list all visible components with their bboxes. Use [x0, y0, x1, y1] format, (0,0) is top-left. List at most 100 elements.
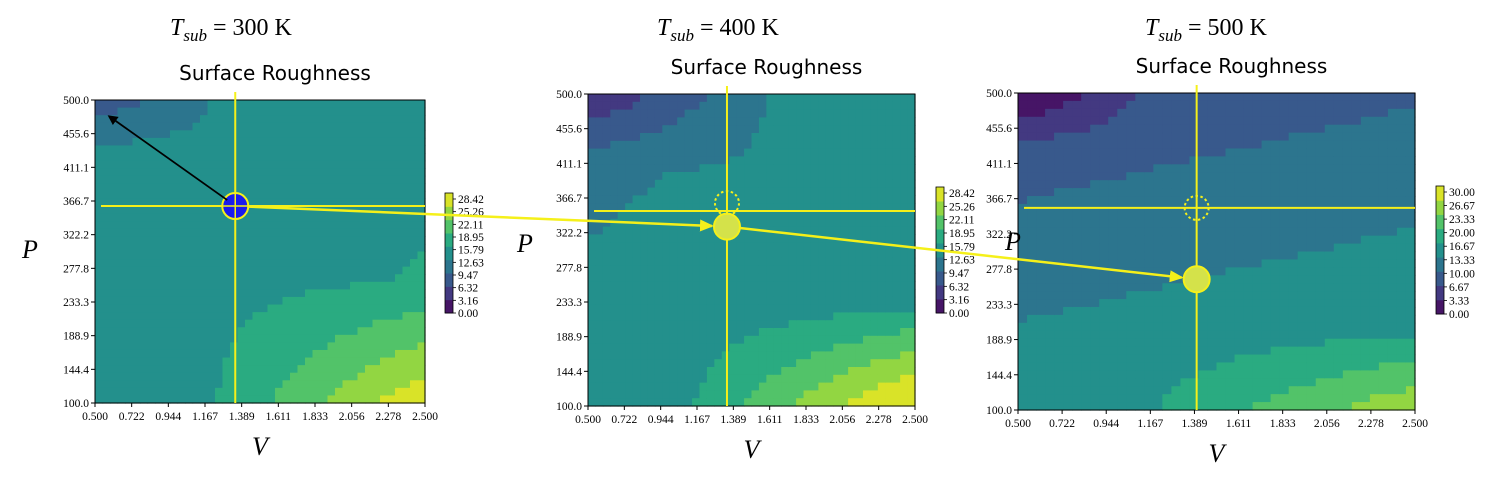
heatmap-cell — [699, 304, 708, 313]
heatmap-cell — [335, 304, 344, 313]
selected-point-marker[interactable] — [712, 212, 741, 241]
heatmap-cell — [699, 289, 708, 298]
heatmap-cell — [350, 281, 359, 290]
heatmap-cell — [781, 273, 790, 282]
heatmap-cell — [95, 100, 104, 109]
heatmap-cell — [900, 312, 909, 321]
heatmap-cell — [1108, 188, 1118, 197]
heatmap-cell — [684, 273, 693, 282]
heatmap-cell — [1063, 402, 1073, 411]
heatmap-cell — [640, 328, 649, 337]
heatmap-cell — [1252, 362, 1263, 371]
heatmap-cell — [840, 218, 849, 228]
heatmap-cell — [185, 137, 194, 147]
heatmap-cell — [625, 257, 634, 267]
heatmap-cell — [862, 242, 872, 251]
heatmap-cell — [1144, 164, 1154, 173]
heatmap-cell — [662, 133, 671, 142]
heatmap-cell — [885, 218, 894, 228]
heatmap-cell — [222, 221, 231, 230]
heatmap-cell — [818, 94, 827, 103]
heatmap-cell — [365, 319, 374, 328]
heatmap-cell — [825, 273, 834, 282]
heatmap-cell — [282, 145, 291, 154]
heatmap-cell — [1090, 196, 1100, 205]
heatmap-cell — [365, 380, 374, 389]
heatmap-cell — [1225, 362, 1236, 371]
heatmap-cell — [758, 203, 767, 212]
heatmap-cell — [803, 257, 812, 267]
heatmap-cell — [402, 236, 411, 245]
heatmap-cell — [1297, 211, 1308, 221]
heatmap-cell — [1063, 108, 1073, 118]
heatmap-cell — [1063, 338, 1073, 348]
heatmap-cell — [781, 140, 790, 150]
heatmap-cell — [230, 130, 239, 139]
heatmap-cell — [1108, 156, 1118, 165]
heatmap-cell — [1108, 338, 1118, 348]
heatmap-cell — [267, 380, 276, 389]
heatmap-cell — [1207, 346, 1218, 356]
heatmap-cell — [617, 242, 626, 251]
heatmap-cell — [297, 175, 306, 184]
heatmap-cell — [810, 179, 819, 189]
heatmap-cell — [900, 164, 909, 173]
heatmap-cell — [1225, 148, 1236, 157]
heatmap-cell — [699, 211, 708, 220]
heatmap-cell — [320, 259, 329, 268]
heatmap-cell — [840, 335, 849, 345]
heatmap-cell — [402, 342, 411, 351]
heatmap-cell — [758, 359, 767, 368]
heatmap-cell — [736, 211, 745, 220]
heatmap-cell — [647, 343, 656, 352]
heatmap-cell — [855, 195, 864, 204]
heatmap-cell — [1198, 196, 1209, 205]
heatmap-cell — [1207, 235, 1218, 245]
y-tick-label: 233.3 — [556, 297, 582, 309]
heatmap-cell — [1135, 243, 1145, 253]
heatmap-cell — [1252, 338, 1263, 348]
heatmap-cell — [1045, 93, 1055, 102]
heatmap-cell — [885, 117, 894, 126]
heatmap-cell — [617, 211, 626, 220]
heatmap-cell — [215, 100, 224, 109]
heatmap-cell — [1189, 306, 1200, 316]
heatmap-cell — [297, 160, 306, 169]
heatmap-cell — [245, 380, 254, 389]
heatmap-cell — [275, 243, 284, 253]
heatmap-cell — [862, 156, 872, 165]
heatmap-cell — [102, 251, 111, 260]
heatmap-cell — [1243, 283, 1254, 292]
heatmap-cell — [825, 218, 834, 228]
heatmap-cell — [729, 398, 738, 407]
heatmap-cell — [1297, 243, 1308, 253]
heatmap-cell — [1306, 219, 1317, 229]
heatmap-cell — [372, 213, 381, 222]
heatmap-cell — [1054, 172, 1064, 181]
heatmap-cell — [810, 218, 819, 228]
heatmap-cell — [1153, 148, 1163, 157]
heatmap-cell — [342, 175, 351, 184]
heatmap-cell — [877, 218, 886, 228]
heatmap-cell — [297, 190, 306, 200]
heatmap-cell — [372, 289, 381, 298]
heatmap-cell — [692, 242, 701, 251]
heatmap-cell — [825, 296, 834, 306]
y-tick-label: 188.9 — [556, 332, 582, 344]
heatmap-cell — [1144, 227, 1154, 237]
heatmap-cell — [625, 398, 634, 407]
heatmap-cell — [140, 266, 149, 275]
heatmap-cell — [147, 327, 156, 336]
heatmap-cell — [1144, 211, 1154, 221]
heatmap-cell — [677, 328, 686, 337]
heatmap-cell — [267, 395, 276, 404]
heatmap-cell — [818, 242, 827, 251]
heatmap-cell — [402, 122, 411, 131]
heatmap-cell — [632, 164, 641, 173]
heatmap-cell — [892, 304, 901, 313]
heatmap-cell — [372, 312, 381, 321]
heatmap-cell — [140, 251, 149, 260]
heatmap-cell — [230, 327, 239, 336]
heatmap-cell — [684, 234, 693, 243]
heatmap-cell — [781, 320, 790, 329]
